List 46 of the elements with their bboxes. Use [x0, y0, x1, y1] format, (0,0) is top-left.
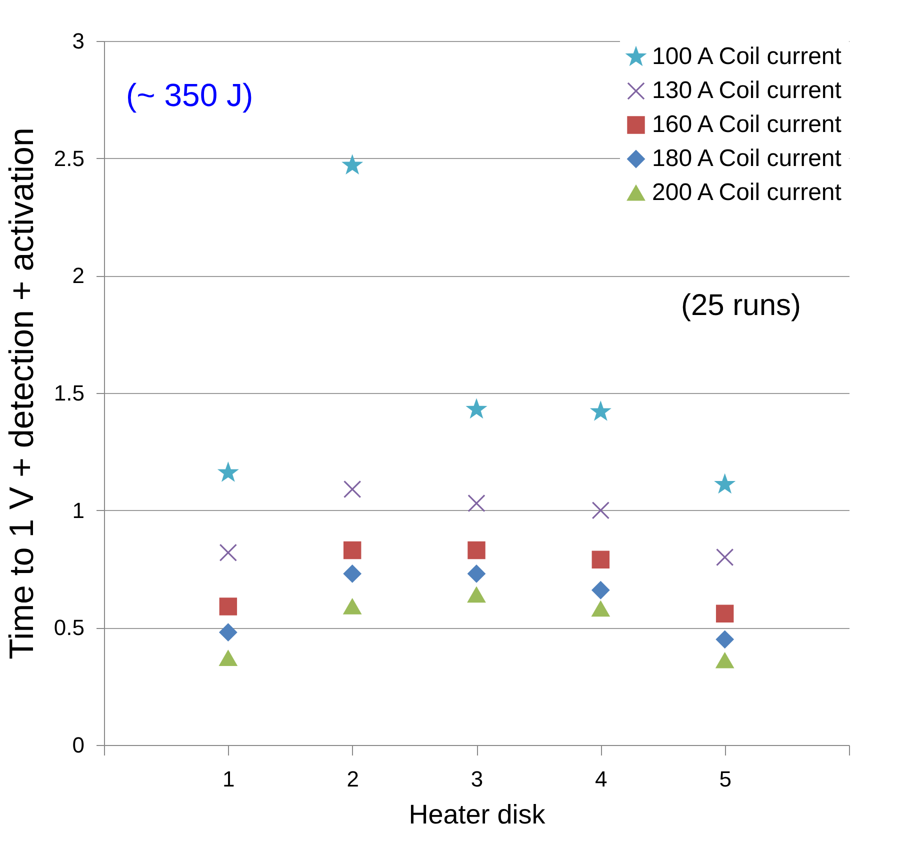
point [343, 480, 362, 498]
point [716, 630, 734, 648]
y-tick-label: 2 [72, 263, 84, 288]
legend-label: 130 A Coil current [652, 77, 842, 104]
point [716, 548, 734, 566]
point [219, 650, 238, 666]
point [716, 604, 734, 622]
y-tick-label: 0 [72, 732, 84, 758]
point [468, 494, 486, 512]
legend-label: 180 A Coil current [652, 145, 842, 172]
point [343, 156, 362, 174]
y-tick-label: 0.5 [54, 615, 84, 640]
point [219, 624, 238, 642]
point [343, 541, 362, 560]
x-tick-label: 5 [719, 766, 732, 792]
point [591, 402, 610, 420]
legend-label: 100 A Coil current [652, 43, 842, 70]
y-tick-label: 2.5 [54, 146, 84, 171]
y-tick-label: 1 [72, 498, 84, 523]
y-axis-title: Time to 1 V + detection + activation [2, 128, 41, 660]
point [592, 601, 610, 617]
point [592, 581, 610, 599]
legend-label: 200 A Coil current [652, 179, 842, 206]
point [468, 541, 486, 560]
y-tick-label: 1.5 [54, 380, 84, 406]
x-tick-label: 1 [222, 766, 235, 792]
annotation: (~ 350 J) [126, 77, 254, 113]
point [343, 564, 362, 583]
legend-label: 160 A Coil current [652, 111, 842, 138]
point [468, 587, 486, 603]
x-tick-label: 3 [470, 766, 484, 792]
point [218, 463, 238, 481]
point [343, 598, 362, 614]
x-tick-label: 4 [595, 766, 608, 792]
point [592, 501, 610, 520]
annotation: (25 runs) [680, 289, 801, 322]
point [219, 544, 238, 562]
point [592, 550, 610, 568]
x-tick-label: 2 [346, 766, 359, 792]
point [716, 474, 734, 492]
point [468, 564, 486, 583]
x-axis-title: Heater disk [408, 800, 546, 830]
point [467, 400, 486, 418]
point [219, 598, 238, 616]
y-tick-label: 3 [72, 28, 84, 54]
point [716, 652, 734, 668]
